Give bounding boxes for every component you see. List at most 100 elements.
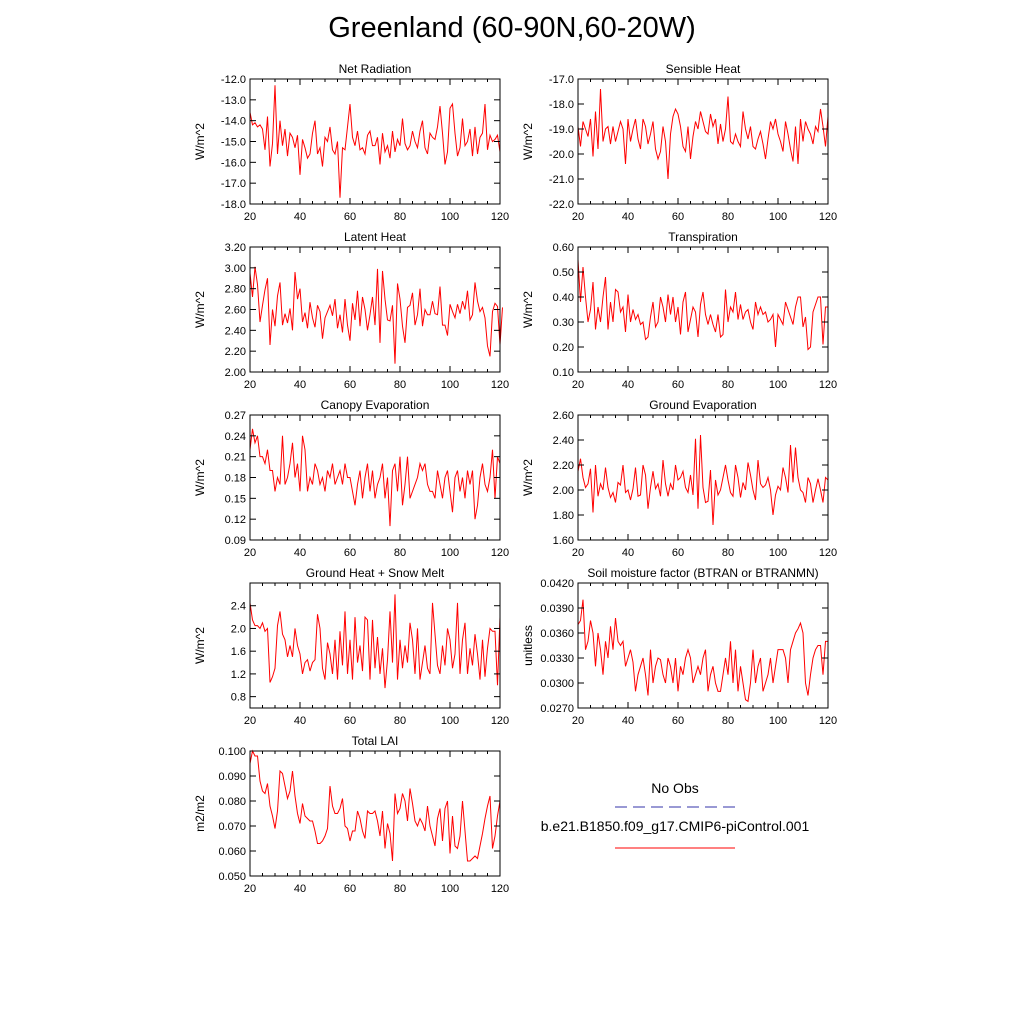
y-tick-label: 1.80 <box>553 510 574 522</box>
x-tick-label: 40 <box>622 547 634 559</box>
y-tick-label: 0.060 <box>218 846 246 858</box>
legend-line-obs <box>615 806 735 808</box>
x-tick-label: 60 <box>344 211 356 223</box>
x-tick-label: 60 <box>344 715 356 727</box>
x-tick-label: 20 <box>244 211 256 223</box>
y-tick-label: 0.24 <box>225 431 246 443</box>
x-tick-label: 100 <box>769 715 787 727</box>
x-tick-label: 20 <box>572 715 584 727</box>
y-tick-label: 2.20 <box>553 460 574 472</box>
y-tick-label: -17.0 <box>549 74 574 86</box>
x-tick-label: 80 <box>722 211 734 223</box>
y-tick-label: -18.0 <box>549 99 574 111</box>
y-axis-label: W/m^2 <box>521 123 535 160</box>
x-tick-label: 80 <box>394 547 406 559</box>
y-axis-label: m2/m2 <box>193 795 207 832</box>
series-line <box>249 749 501 862</box>
y-tick-label: 0.21 <box>225 452 246 464</box>
legend-entry-model: b.e21.B1850.f09_g17.CMIP6-piControl.001 <box>530 818 820 855</box>
y-tick-label: 0.18 <box>225 473 246 485</box>
x-tick-label: 80 <box>394 715 406 727</box>
x-tick-label: 80 <box>722 715 734 727</box>
x-tick-label: 100 <box>441 211 459 223</box>
legend-label-model: b.e21.B1850.f09_g17.CMIP6-piControl.001 <box>540 818 810 834</box>
x-tick-label: 40 <box>294 211 306 223</box>
x-tick-label: 40 <box>294 883 306 895</box>
x-tick-label: 80 <box>394 883 406 895</box>
x-tick-label: 100 <box>441 883 459 895</box>
y-tick-label: 0.0360 <box>540 628 574 640</box>
x-tick-label: 120 <box>819 547 837 559</box>
panel-title: Soil moisture factor (BTRAN or BTRANMN) <box>587 566 818 580</box>
panel-title: Total LAI <box>352 734 399 748</box>
y-tick-label: 2.60 <box>225 305 246 317</box>
x-tick-label: 80 <box>722 547 734 559</box>
x-tick-label: 100 <box>441 379 459 391</box>
y-tick-label: 2.00 <box>553 485 574 497</box>
y-tick-label: 2.40 <box>553 435 574 447</box>
y-tick-label: -12.0 <box>221 74 246 86</box>
x-tick-label: 80 <box>394 211 406 223</box>
y-tick-label: 0.100 <box>218 746 246 758</box>
y-axis-label: W/m^2 <box>193 627 207 664</box>
y-tick-label: 0.080 <box>218 796 246 808</box>
x-tick-label: 80 <box>394 379 406 391</box>
y-tick-label: 0.15 <box>225 493 246 505</box>
legend-entry-obs: No Obs <box>530 780 820 814</box>
panel-8: 20 40 60 80 100 120 0.050 0.060 0.070 0.080 0.090 0… <box>193 734 509 895</box>
y-tick-label: 2.20 <box>225 346 246 358</box>
y-tick-label: 1.60 <box>553 535 574 547</box>
y-tick-label: -16.0 <box>221 157 246 169</box>
y-tick-label: 2.60 <box>553 410 574 422</box>
panel-2: 20 40 60 80 100 120 2.00 2.20 2.40 2.60 2.80 3.00 3.… <box>193 230 509 391</box>
y-tick-label: -17.0 <box>221 178 246 190</box>
y-tick-label: -21.0 <box>549 174 574 186</box>
y-tick-label: 0.070 <box>218 821 246 833</box>
x-tick-label: 80 <box>722 379 734 391</box>
x-tick-label: 60 <box>344 379 356 391</box>
y-tick-label: 0.090 <box>218 771 246 783</box>
plot-frame <box>249 246 501 373</box>
y-tick-label: 0.27 <box>225 410 246 422</box>
x-tick-label: 120 <box>819 211 837 223</box>
series-line <box>577 434 829 526</box>
panel-0: 20 40 60 80 100 120 -18.0 -17.0 -16.0 -15.0 -14.0 -… <box>193 62 509 223</box>
y-tick-label: 3.00 <box>225 263 246 275</box>
legend-line-model <box>615 847 735 849</box>
x-tick-label: 100 <box>769 211 787 223</box>
x-tick-label: 20 <box>572 211 584 223</box>
x-tick-label: 40 <box>622 379 634 391</box>
panel-7: 20 40 60 80 100 120 0.0270 0.0300 0.0330 0.0360 0.… <box>521 566 837 727</box>
x-tick-label: 20 <box>572 379 584 391</box>
y-tick-label: 0.10 <box>553 367 574 379</box>
panel-title: Canopy Evaporation <box>321 398 430 412</box>
x-tick-label: 100 <box>441 547 459 559</box>
plot-frame <box>577 246 829 373</box>
series-line <box>249 594 501 689</box>
y-tick-label: 0.0390 <box>540 603 574 615</box>
x-tick-label: 60 <box>672 379 684 391</box>
y-tick-label: 2.80 <box>225 284 246 296</box>
panel-title: Latent Heat <box>344 230 407 244</box>
y-tick-label: 0.050 <box>218 871 246 883</box>
panel-6: 20 40 60 80 100 120 0.8 1.2 1.6 2.0 2.4 Ground Heat… <box>193 566 509 727</box>
panel-1: 20 40 60 80 100 120 -22.0 -21.0 -20.0 -19.0 -18.0 -… <box>521 62 837 223</box>
x-tick-label: 20 <box>244 883 256 895</box>
x-tick-label: 20 <box>572 547 584 559</box>
y-axis-label: W/m^2 <box>521 291 535 328</box>
x-tick-label: 40 <box>294 715 306 727</box>
y-tick-label: 2.00 <box>225 367 246 379</box>
y-tick-label: 2.40 <box>225 325 246 337</box>
y-axis-label: W/m^2 <box>193 291 207 328</box>
panel-title: Net Radiation <box>339 62 412 76</box>
y-tick-label: 2.0 <box>231 623 246 635</box>
plot-frame <box>249 78 501 205</box>
y-tick-label: -14.0 <box>221 116 246 128</box>
y-tick-label: -13.0 <box>221 95 246 107</box>
panel-5: 20 40 60 80 100 120 1.60 1.80 2.00 2.20 2.40 2.60 Gr… <box>521 398 837 559</box>
x-tick-label: 100 <box>769 547 787 559</box>
x-tick-label: 100 <box>441 715 459 727</box>
x-tick-label: 20 <box>244 547 256 559</box>
series-line <box>249 85 501 198</box>
